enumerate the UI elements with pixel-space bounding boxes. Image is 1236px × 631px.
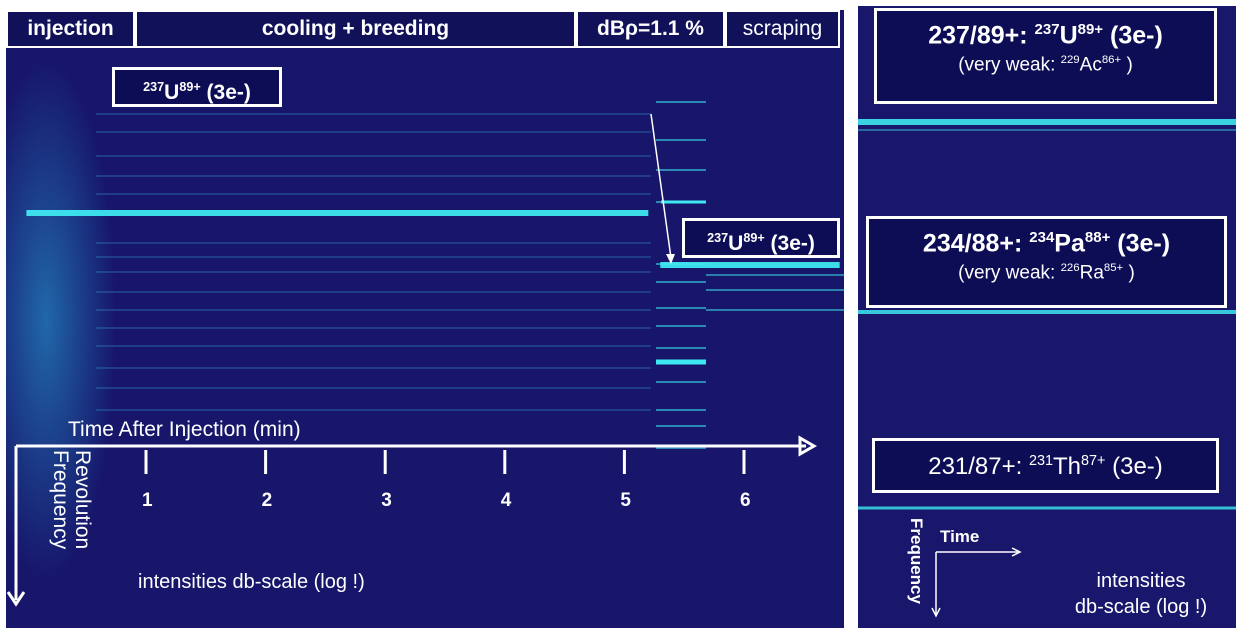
x-tick-label-4: 4 — [501, 490, 512, 511]
phase-bar: injection cooling + breeding dBρ=1.1 % s… — [6, 10, 840, 48]
time-label: Time — [940, 527, 980, 546]
phase-dbrho: dBρ=1.1 % — [576, 10, 725, 48]
x-tick-label-1: 1 — [142, 490, 153, 511]
box-231-87: 231/87+: 231Th87+ (3e-) — [872, 438, 1219, 493]
intensity-note-right: intensities db-scale (log !) — [1074, 570, 1208, 618]
box-237-89: 237/89+: 237U89+ (3e-) (very weak: 229Ac… — [874, 8, 1217, 104]
shift-arrow-head — [666, 254, 675, 264]
time-axis-label: Time After Injection (min) — [68, 418, 301, 441]
spectrogram-left-panel: 1 2 3 4 5 6 injection cooling + breeding dBρ=… — [6, 10, 844, 628]
x-tick-label-6: 6 — [740, 490, 751, 511]
time-axis-arrowhead — [798, 435, 818, 457]
time-axis-right-arrowhead — [1011, 547, 1022, 557]
frequency-label-right: Frequency — [907, 518, 926, 604]
shift-arrow — [650, 113, 672, 259]
spectrogram-right-panel: 237/89+: 237U89+ (3e-) (very weak: 229Ac… — [858, 6, 1236, 628]
phase-scraping: scraping — [725, 10, 840, 48]
x-tick-label-5: 5 — [620, 490, 631, 511]
spectrogram-right-svg — [858, 119, 1236, 618]
label-u237-after: 237U89+ (3e-) — [682, 218, 840, 258]
intensity-note: intensities db-scale (log !) — [138, 571, 365, 593]
frequency-label-line2: Frequency — [49, 450, 72, 550]
phase-cooling-breeding: cooling + breeding — [135, 10, 576, 48]
frequency-axis-right-arrowhead — [931, 607, 941, 618]
label-u237-initial: 237U89+ (3e-) — [112, 67, 282, 107]
frequency-axis-arrowhead — [6, 591, 26, 607]
frequency-label-line1: Revolution — [71, 450, 94, 550]
spectrogram-left-svg: 1 2 3 4 5 6 — [6, 101, 844, 607]
box-234-88: 234/88+: 234Pa88+ (3e-) (very weak: 226R… — [866, 216, 1227, 308]
x-tick-label-3: 3 — [381, 490, 392, 511]
frequency-axis-label: Revolution Frequency — [49, 450, 96, 610]
phase-injection: injection — [6, 10, 135, 48]
x-tick-label-2: 2 — [262, 490, 273, 511]
